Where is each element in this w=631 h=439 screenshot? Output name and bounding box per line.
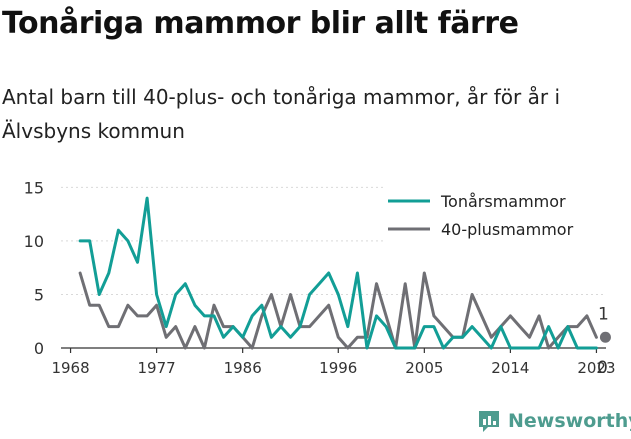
chart-legend: Tonårsmammor 40-plusmammor [383, 184, 605, 242]
x-tick-label: 1986 [224, 359, 262, 377]
chart-title: Tonåriga mammor blir allt färre [2, 6, 519, 41]
x-tick-label: 2005 [405, 359, 443, 377]
series-endpoints: 10 [597, 304, 611, 378]
series-line-tonarsmammor [78, 196, 598, 350]
x-axis: 1968 1977 1986 1996 2005 2014 2023 [51, 347, 616, 377]
series-lines [78, 196, 598, 350]
x-tick-label: 2014 [491, 359, 529, 377]
legend-label: Tonårsmammor [440, 192, 566, 211]
chart-subtitle: Antal barn till 40-plus- och tonåriga ma… [2, 85, 561, 143]
y-axis: 0 5 10 15 [24, 178, 44, 358]
y-tick-label: 10 [24, 232, 44, 251]
series-line-40-plusmammor [78, 271, 598, 350]
legend-label: 40-plusmammor [441, 220, 574, 239]
legend-background [383, 184, 605, 242]
y-tick-label: 5 [34, 285, 44, 304]
x-tick-label: 1968 [51, 359, 89, 377]
brand-name: Newsworthy [508, 410, 631, 432]
end-value-label: 1 [598, 304, 609, 324]
x-tick-label: 1977 [138, 359, 176, 377]
x-tick-label: 2023 [577, 359, 615, 377]
x-tick-label: 1996 [319, 359, 357, 377]
series-end-dot [599, 331, 611, 343]
bar-chart-speech-bubble-icon [479, 411, 499, 432]
brand-logo: Newsworthy [476, 406, 631, 436]
end-value-label: 0 [597, 358, 608, 378]
y-tick-label: 0 [34, 339, 44, 358]
y-tick-label: 15 [24, 178, 44, 197]
